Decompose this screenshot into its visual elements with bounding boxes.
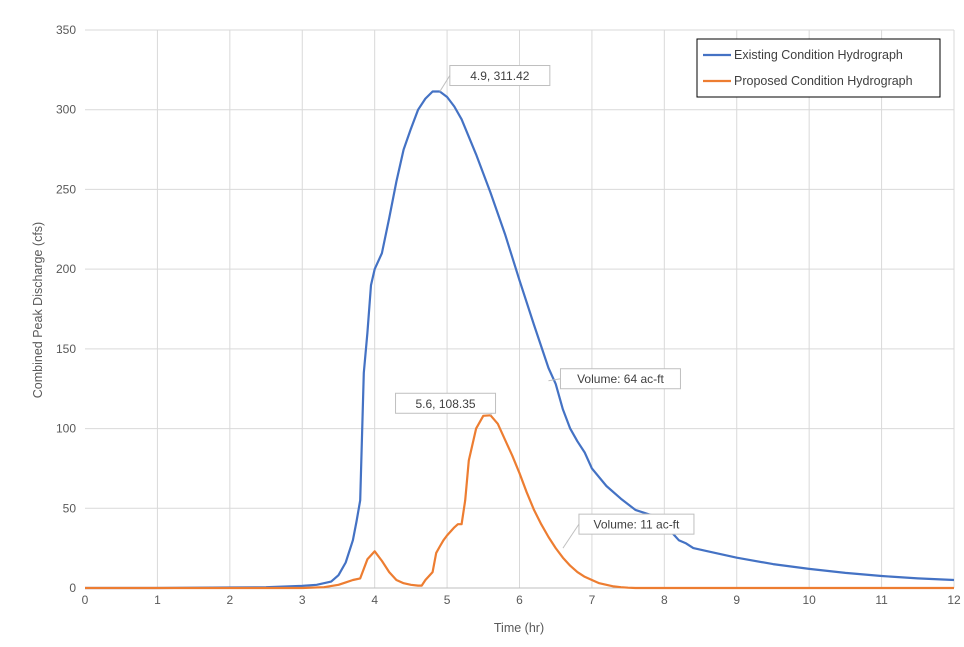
y-tick-label: 150 (56, 342, 76, 356)
legend-label-existing: Existing Condition Hydrograph (734, 48, 903, 62)
series (85, 90, 955, 590)
annotation-box (395, 392, 497, 414)
y-tick-label: 0 (69, 581, 76, 595)
x-tick-label: 7 (589, 593, 596, 607)
annotation-leader (439, 75, 451, 92)
legend: Existing Condition Hydrograph Proposed C… (696, 38, 941, 98)
x-tick-label: 3 (299, 593, 306, 607)
x-tick-label: 5 (444, 593, 451, 607)
annotation-leader (548, 378, 561, 382)
y-tick-label: 300 (56, 103, 76, 117)
x-tick-label: 12 (947, 593, 961, 607)
annotation-box (559, 368, 681, 390)
y-tick-label: 100 (56, 422, 76, 436)
annotation-label: Volume: 64 ac-ft (577, 372, 664, 386)
x-tick-label: 1 (154, 593, 161, 607)
x-tick-label: 2 (226, 593, 233, 607)
y-axis-title: Combined Peak Discharge (cfs) (31, 222, 45, 398)
grid (85, 29, 955, 588)
annotation-label: 4.9, 311.42 (470, 69, 529, 83)
legend-box (696, 38, 941, 98)
annotation-leader (562, 523, 580, 549)
annotation-box (449, 65, 551, 87)
y-tick-label: 200 (56, 262, 76, 276)
x-tick-label: 8 (661, 593, 668, 607)
proposed-condition-line (85, 414, 954, 590)
annotation-label: Volume: 11 ac-ft (594, 518, 680, 532)
x-tick-label: 10 (802, 593, 816, 607)
annotations: 4.9, 311.42 Volume: 64 ac-ft 5.6, 108.35 Vo… (395, 65, 695, 549)
x-tick-label: 4 (371, 593, 378, 607)
x-tick-label: 0 (82, 593, 89, 607)
y-tick-label: 250 (56, 182, 76, 196)
existing-condition-line (85, 90, 955, 590)
legend-label-proposed: Proposed Condition Hydrograph (734, 74, 913, 88)
annotation-box (578, 513, 695, 535)
annotation-label: 5.6, 108.35 (416, 397, 476, 411)
y-tick-label: 50 (63, 501, 77, 515)
x-tick-label: 11 (875, 593, 888, 607)
y-tick-label: 350 (56, 23, 76, 37)
x-axis-title: Time (hr) (494, 621, 544, 635)
x-tick-label: 6 (516, 593, 523, 607)
x-tick-label: 9 (733, 593, 740, 607)
